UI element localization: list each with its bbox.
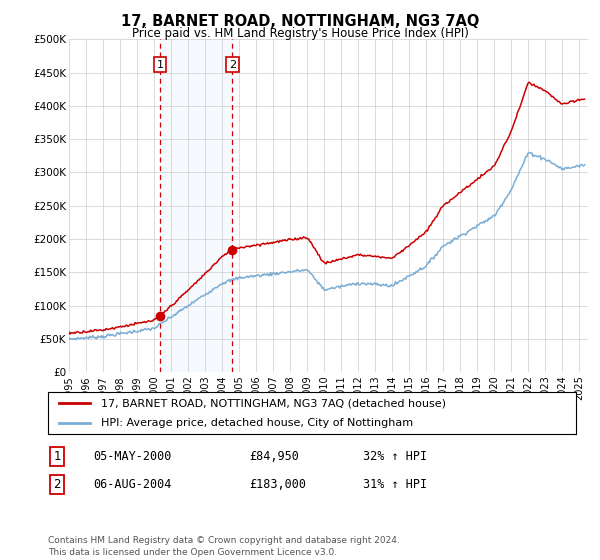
Text: 06-AUG-2004: 06-AUG-2004: [93, 478, 172, 491]
Bar: [160, 39, 232, 372]
Text: 2: 2: [53, 478, 61, 491]
Text: £84,950: £84,950: [249, 450, 299, 463]
Text: £183,000: £183,000: [249, 478, 306, 491]
Text: 17, BARNET ROAD, NOTTINGHAM, NG3 7AQ (detached house): 17, BARNET ROAD, NOTTINGHAM, NG3 7AQ (de…: [101, 398, 446, 408]
Text: 1: 1: [157, 59, 164, 69]
Text: 31% ↑ HPI: 31% ↑ HPI: [363, 478, 427, 491]
Text: 2: 2: [229, 59, 236, 69]
Text: 1: 1: [53, 450, 61, 463]
Text: 05-MAY-2000: 05-MAY-2000: [93, 450, 172, 463]
Text: Price paid vs. HM Land Registry's House Price Index (HPI): Price paid vs. HM Land Registry's House …: [131, 27, 469, 40]
Text: 32% ↑ HPI: 32% ↑ HPI: [363, 450, 427, 463]
Text: Contains HM Land Registry data © Crown copyright and database right 2024.
This d: Contains HM Land Registry data © Crown c…: [48, 536, 400, 557]
Text: 17, BARNET ROAD, NOTTINGHAM, NG3 7AQ: 17, BARNET ROAD, NOTTINGHAM, NG3 7AQ: [121, 14, 479, 29]
Text: HPI: Average price, detached house, City of Nottingham: HPI: Average price, detached house, City…: [101, 418, 413, 428]
